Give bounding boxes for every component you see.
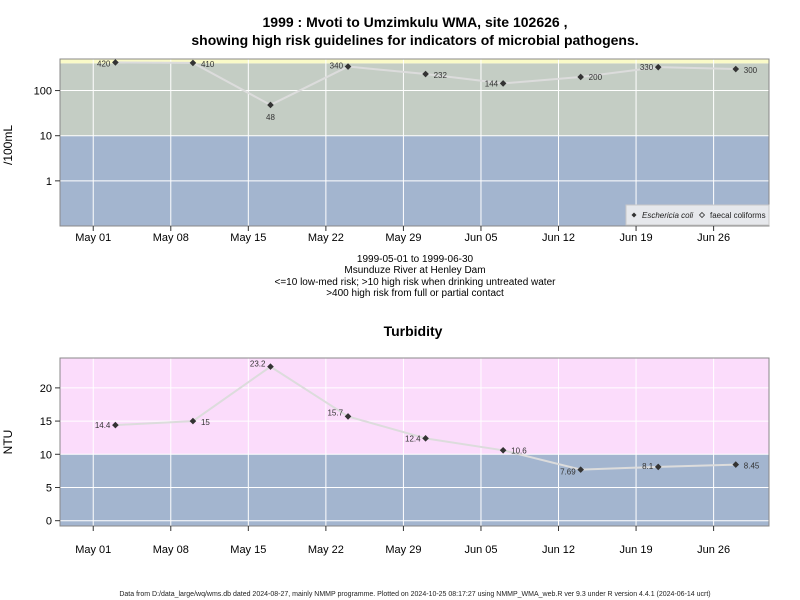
data-label: 48 (266, 113, 275, 122)
data-point (654, 463, 662, 471)
data-label: 12.4 (405, 434, 421, 443)
data-label: 8.1 (642, 462, 654, 471)
data-label: 410 (201, 60, 215, 69)
data-label: 7.69 (560, 468, 576, 477)
y-tick-label: 100 (34, 86, 52, 98)
y-tick-label: 0 (46, 516, 52, 528)
data-point (267, 363, 274, 370)
data-label: 232 (434, 71, 448, 80)
caption-date-range: 1999-05-01 to 1999-06-30 (357, 254, 474, 265)
legend-label-ecoli: Eschericia coli (642, 211, 693, 220)
data-point (267, 101, 274, 109)
y-tick-label: 15 (40, 416, 52, 428)
legend-marker-faecal (698, 211, 706, 219)
data-label: 300 (744, 66, 758, 75)
data-point (577, 73, 584, 81)
chart-title-line2: showing high risk guidelines for indicat… (191, 32, 638, 48)
data-point (112, 59, 119, 66)
x-tick-label: May 29 (385, 232, 421, 244)
data-point (577, 466, 584, 473)
data-label: 14.4 (95, 421, 111, 430)
data-label: 420 (97, 59, 111, 68)
x-tick-label: May 15 (230, 544, 266, 556)
data-point (499, 80, 507, 87)
data-point (344, 63, 352, 70)
risk-band (60, 454, 769, 526)
data-label: 200 (589, 73, 603, 82)
turbidity-title: Turbidity (384, 323, 443, 339)
data-point (732, 461, 740, 468)
turbidity-panel: May 01 May 08 May 15 May 22 May 29 Jun 05 Jun … (1, 357, 770, 556)
legend-box (625, 204, 770, 226)
x-tick-label: May 08 (153, 232, 189, 244)
plot-frame (59, 357, 770, 527)
risk-band (60, 63, 769, 136)
x-tick-label: May 01 (75, 232, 111, 244)
x-tick-label: Jun 19 (620, 232, 653, 244)
risk-band (60, 358, 769, 455)
data-point (422, 70, 429, 78)
x-tick-label: Jun 26 (697, 544, 730, 556)
caption-guideline-contact: >400 high risk from full or partial cont… (326, 288, 504, 299)
x-tick-label: May 08 (153, 544, 189, 556)
legend-label-faecal: faecal coliforms (710, 211, 766, 220)
y-axis-label: /100mL (1, 125, 15, 165)
plot-frame (59, 58, 770, 227)
x-tick-label: Jun 05 (464, 544, 497, 556)
data-point (499, 447, 507, 454)
data-point (422, 435, 429, 442)
data-point (189, 417, 197, 425)
data-label: 330 (640, 63, 654, 72)
x-tick-label: May 01 (75, 544, 111, 556)
x-tick-label: Jun 05 (464, 232, 497, 244)
y-tick-label: 1 (46, 176, 52, 188)
data-label: 23.2 (250, 360, 266, 369)
data-label: 15 (201, 418, 210, 427)
x-tick-label: May 29 (385, 544, 421, 556)
data-point (189, 59, 197, 67)
y-axis-label: NTU (1, 430, 15, 455)
caption-guideline-drinking: <=10 low-med risk; >10 high risk when dr… (275, 277, 557, 288)
data-point (344, 413, 352, 420)
caption-site: Msunduze River at Henley Dam (344, 265, 485, 276)
y-tick-label: 20 (40, 383, 52, 395)
x-tick-label: May 15 (230, 232, 266, 244)
x-tick-label: Jun 12 (542, 544, 575, 556)
y-tick-label: 5 (46, 482, 52, 494)
footer-note: Data from D:/data_large/wq/wms.db dated … (119, 591, 710, 598)
data-point (654, 63, 662, 71)
data-label: 340 (330, 62, 344, 71)
data-label: 8.45 (744, 462, 760, 471)
y-tick-label: 10 (40, 449, 52, 461)
x-tick-label: Jun 19 (620, 544, 653, 556)
data-point (112, 421, 119, 429)
data-label: 10.6 (511, 446, 527, 455)
data-label: 15.7 (327, 408, 343, 417)
chart-title-line1: 1999 : Mvoti to Umzimkulu WMA, site 1026… (263, 14, 568, 30)
y-tick-label: 10 (40, 131, 52, 143)
x-tick-label: May 22 (308, 544, 344, 556)
microbial-panel: May 01 May 08 May 15 May 22 May 29 Jun 05 Jun … (1, 58, 770, 244)
legend-marker-ecoli (631, 212, 637, 218)
data-point (732, 65, 740, 73)
risk-band (60, 59, 769, 64)
x-tick-label: May 22 (308, 232, 344, 244)
x-tick-label: Jun 12 (542, 232, 575, 244)
data-label: 144 (485, 79, 499, 88)
x-tick-label: Jun 26 (697, 232, 730, 244)
